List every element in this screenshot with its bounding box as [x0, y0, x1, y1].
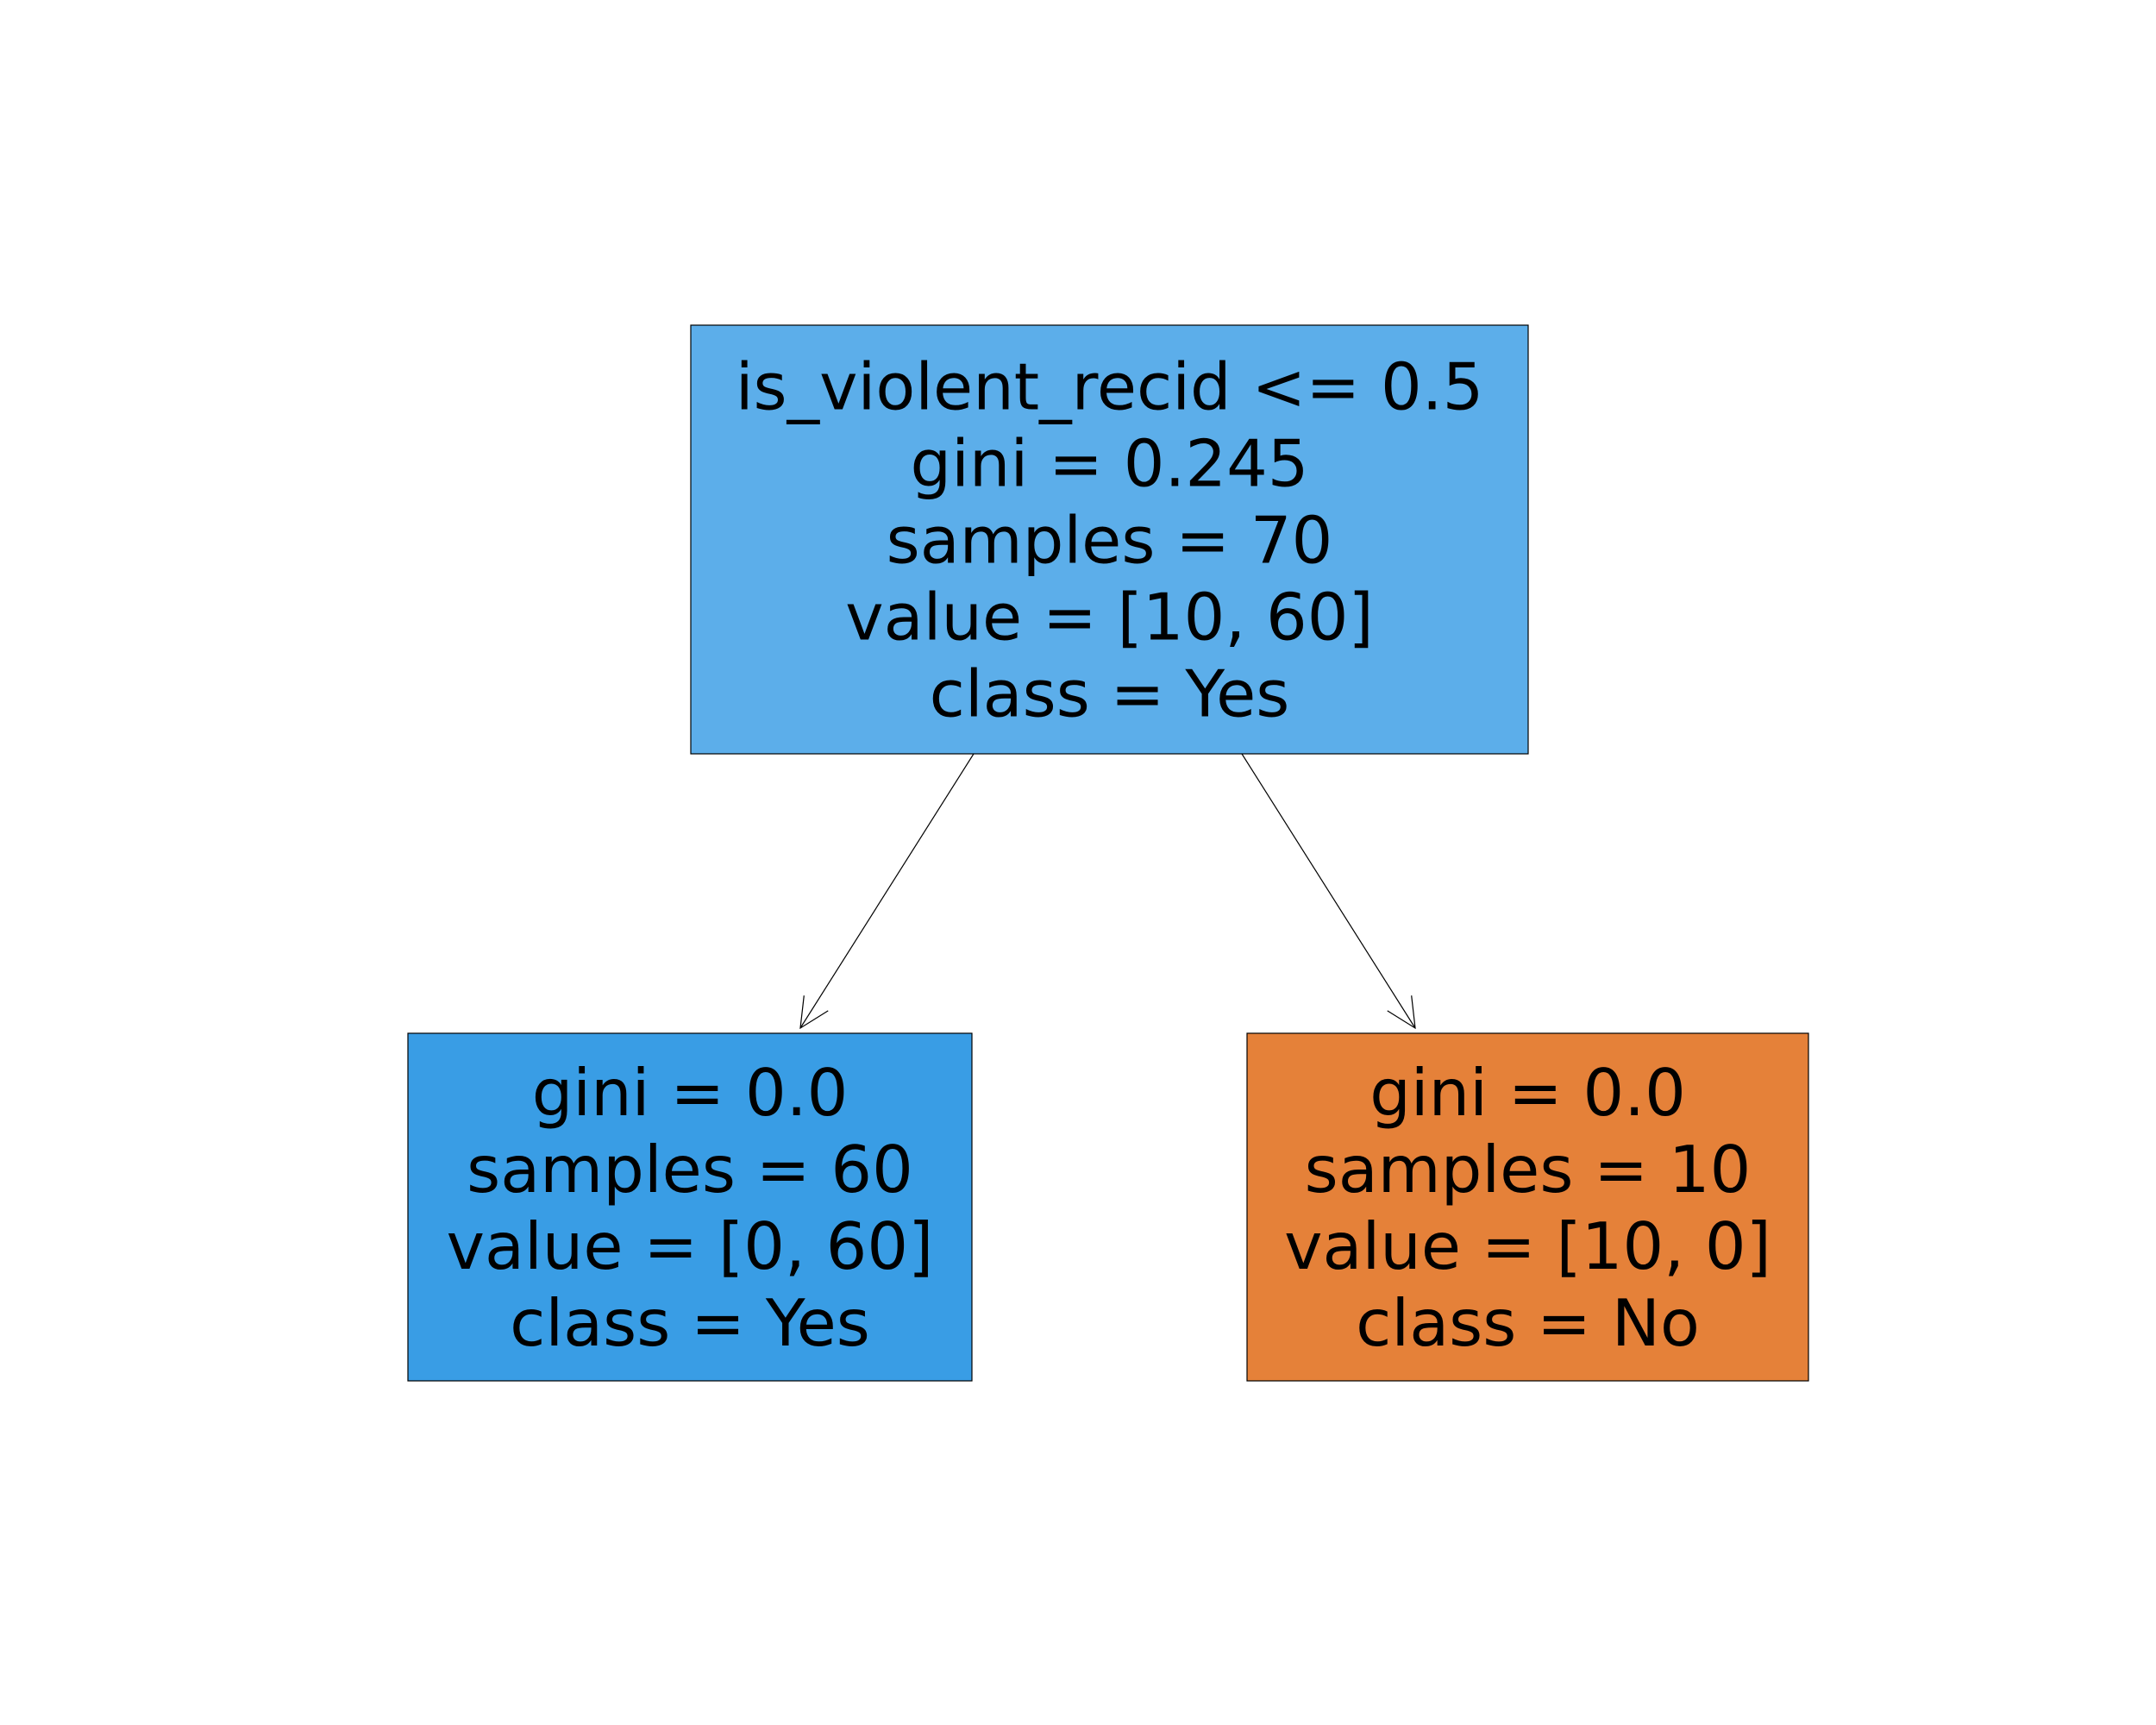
node-left-line-0: gini = 0.0: [532, 1055, 849, 1131]
node-right-line-2: value = [10, 0]: [1284, 1208, 1771, 1284]
node-left-line-1: samples = 60: [467, 1132, 913, 1208]
node-right-line-3: class = No: [1356, 1285, 1700, 1361]
edge-root-to-right: [1241, 753, 1416, 1030]
edge-line-right: [1241, 753, 1416, 1029]
arrowhead-right: [1387, 995, 1416, 1030]
node-box-right: [1246, 1032, 1809, 1382]
node-root-line-2: samples = 70: [887, 503, 1333, 579]
node-left-line-3: class = Yes: [510, 1285, 870, 1361]
edge-line-left: [799, 753, 975, 1029]
node-root-line-4: class = Yes: [930, 656, 1290, 732]
node-left-line-2: value = [0, 60]: [447, 1208, 934, 1284]
edge-root-to-left: [799, 753, 975, 1030]
tree-edges: [799, 753, 1416, 1030]
node-right-line-0: gini = 0.0: [1369, 1055, 1686, 1131]
node-root-line-1: gini = 0.245: [910, 426, 1308, 502]
node-root-line-0: is_violent_recid <= 0.5: [736, 349, 1484, 425]
node-right-line-1: samples = 10: [1305, 1132, 1752, 1208]
arrowhead-left: [799, 995, 829, 1030]
node-box-left: [407, 1032, 973, 1382]
node-root-line-3: value = [10, 60]: [845, 580, 1373, 656]
node-box-root: [690, 324, 1529, 755]
